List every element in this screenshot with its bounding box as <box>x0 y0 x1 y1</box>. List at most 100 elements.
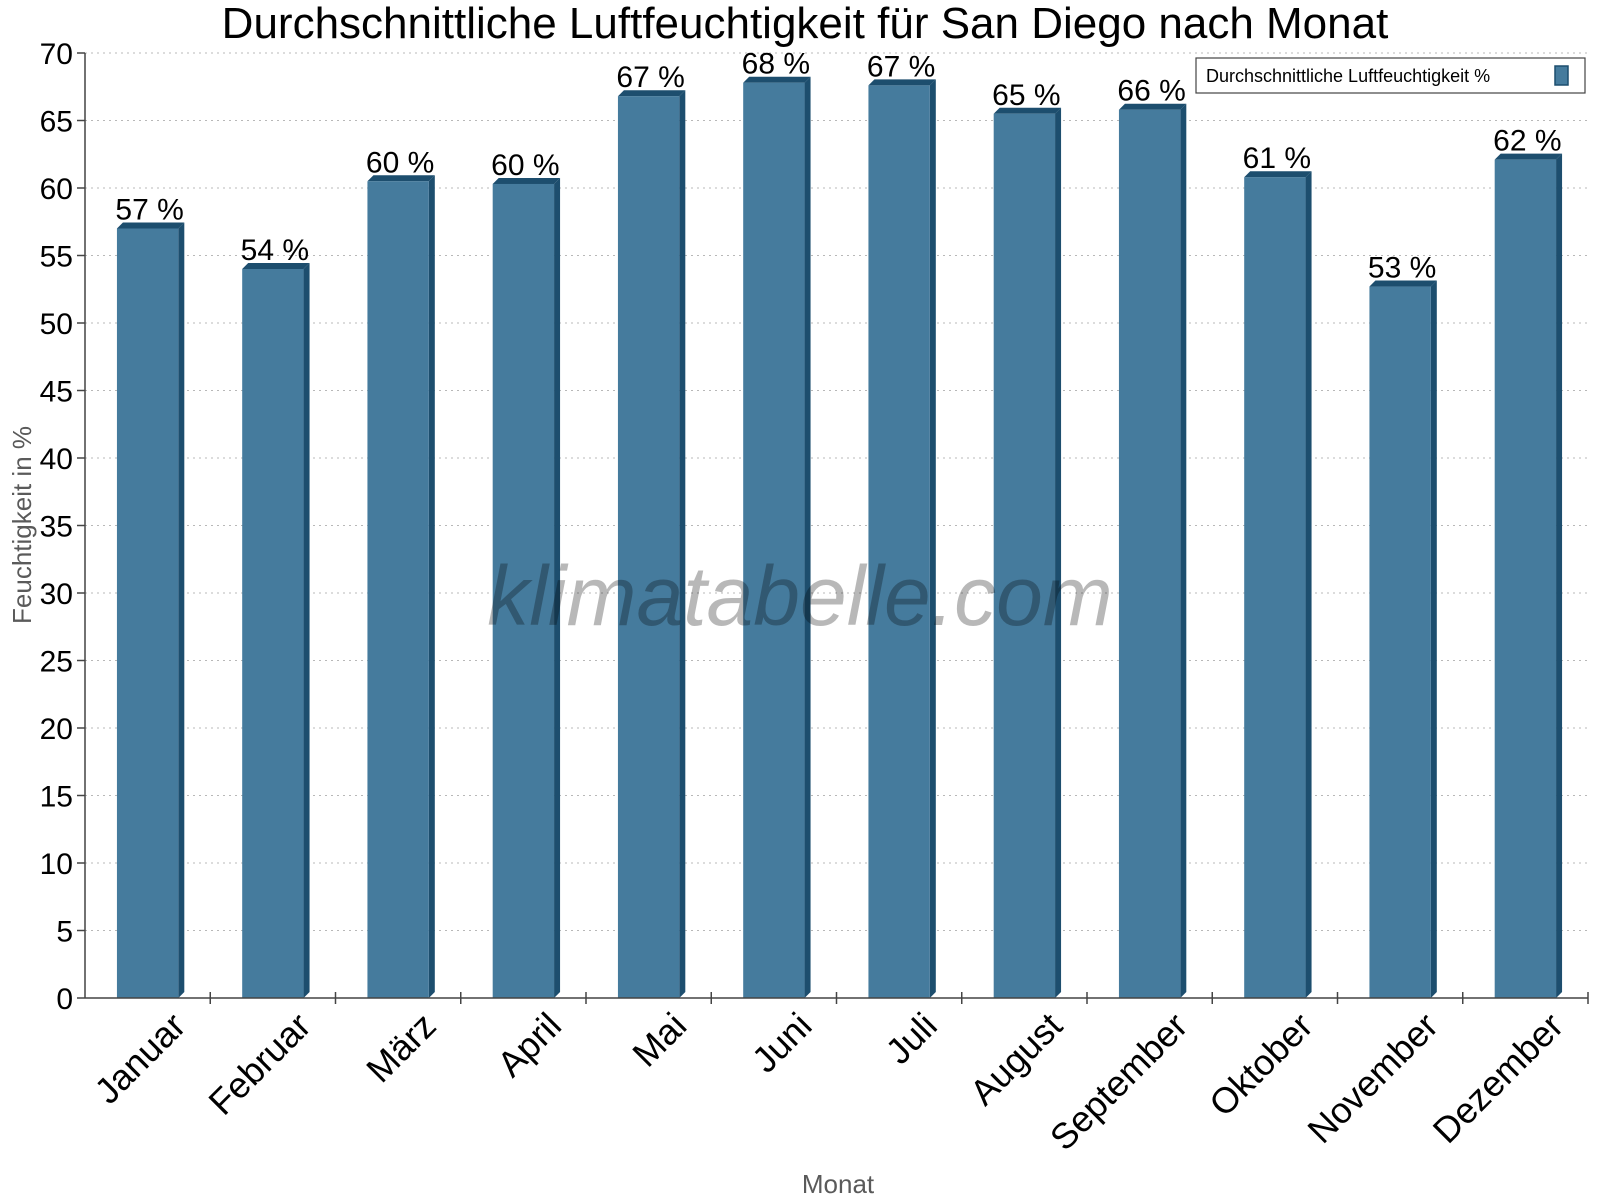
y-tick-label: 45 <box>40 376 73 409</box>
y-tick-label: 15 <box>40 781 73 814</box>
legend-label: Durchschnittliche Luftfeuchtigkeit % <box>1206 66 1490 86</box>
watermark: klimatabelle.com <box>487 549 1113 643</box>
bar-top <box>1494 153 1563 160</box>
y-tick-label: 20 <box>40 713 73 746</box>
bar-face <box>868 85 930 998</box>
bar-top <box>1244 171 1312 178</box>
bar-value-label: 66 % <box>1117 75 1185 108</box>
bar-top <box>492 177 561 184</box>
bar-side <box>428 175 435 998</box>
bar-value-label: 67 % <box>867 50 935 83</box>
y-tick-label: 0 <box>56 983 73 1016</box>
bar <box>1494 153 1563 998</box>
bar-value-label: 60 % <box>366 146 434 179</box>
y-tick-label: 30 <box>40 578 73 611</box>
bar-face <box>1244 177 1306 998</box>
bar-face <box>993 113 1056 998</box>
x-tick-label: April <box>489 1005 569 1085</box>
legend-box <box>1195 57 1586 94</box>
bar <box>743 76 811 998</box>
bar <box>617 90 686 998</box>
bar-value-label: 61 % <box>1243 142 1311 175</box>
bar-side <box>303 263 310 998</box>
y-axis-ticks: 0 5 10 15 20 25 30 35 40 45 50 55 60 65 70 <box>40 38 85 1016</box>
y-tick-label: 50 <box>40 308 73 341</box>
legend-swatch <box>1554 65 1569 86</box>
bar-value-label: 62 % <box>1493 125 1561 158</box>
bar-value-label: 68 % <box>742 48 810 81</box>
bar-value-labels: 57 % 54 % 60 % 60 % 67 % 68 % 67 % 65 % 66 % 61 %… <box>115 48 1561 285</box>
bar-top <box>1118 103 1187 110</box>
x-tick-label: März <box>358 1005 444 1091</box>
bar <box>993 107 1062 998</box>
bar-face <box>743 82 805 998</box>
bar-side <box>554 177 561 998</box>
bar-value-label: 57 % <box>115 194 183 227</box>
bar-face <box>367 181 429 998</box>
bar <box>116 222 185 998</box>
bar-side <box>178 222 185 998</box>
x-tick-label: Dezember <box>1425 1005 1571 1151</box>
bar-side <box>1305 171 1312 998</box>
bar <box>492 177 561 998</box>
x-tick-label: Februar <box>200 1005 318 1123</box>
bar <box>1244 171 1312 998</box>
chart-title: Durchschnittliche Luftfeuchtigkeit für S… <box>222 0 1389 48</box>
y-axis-label: Feuchtigkeit in % <box>7 426 37 624</box>
x-tick-label: Juni <box>744 1005 820 1081</box>
bar-top <box>617 90 686 97</box>
bar-side <box>1055 107 1062 998</box>
bar-top <box>743 76 811 83</box>
x-tick-label: November <box>1299 1005 1445 1151</box>
x-axis-ticks: Januar Februar März April Mai Juni Juli AugustS… <box>86 992 1589 1159</box>
x-tick-label: Januar <box>86 1005 193 1112</box>
bar-side <box>929 79 936 998</box>
x-axis-label: Monat <box>802 1169 875 1199</box>
bar-top <box>993 107 1062 114</box>
bar-side <box>1180 103 1187 998</box>
bar <box>1369 280 1437 998</box>
bar-top <box>242 263 310 269</box>
bar-value-label: 67 % <box>616 61 684 94</box>
bar-side <box>679 90 686 998</box>
bar-value-label: 65 % <box>992 79 1060 112</box>
y-tick-label: 55 <box>40 241 73 274</box>
bar-value-label: 60 % <box>491 149 559 182</box>
x-tick-label: August <box>962 1005 1070 1113</box>
bar-side <box>1430 280 1437 998</box>
x-tick-label: Oktober <box>1201 1005 1321 1125</box>
bar <box>367 175 435 998</box>
grid-lines <box>85 52 1588 931</box>
x-tick-label: Mai <box>624 1005 694 1075</box>
bar-face <box>1369 286 1431 998</box>
y-tick-label: 5 <box>56 916 73 949</box>
bar-value-label: 53 % <box>1368 252 1436 285</box>
bar-top <box>1369 280 1437 287</box>
y-tick-label: 70 <box>40 38 73 71</box>
bar-top <box>868 79 936 86</box>
bar-face <box>1494 159 1557 998</box>
bar-face <box>492 183 555 998</box>
bar-side <box>804 76 811 998</box>
legend: Durchschnittliche Luftfeuchtigkeit % <box>1195 57 1586 94</box>
bar-face <box>242 269 304 998</box>
x-tick-label: September <box>1042 1005 1196 1159</box>
bar-face <box>617 96 680 998</box>
bar-face <box>116 228 179 998</box>
bar-side <box>1556 153 1563 998</box>
bars <box>116 76 1563 998</box>
y-tick-label: 65 <box>40 106 73 139</box>
y-tick-label: 10 <box>40 848 73 881</box>
bar <box>242 263 310 998</box>
y-tick-label: 35 <box>40 511 73 544</box>
x-tick-label: Juli <box>878 1005 945 1072</box>
y-tick-label: 60 <box>40 173 73 206</box>
bar-top <box>116 222 185 229</box>
bar-top <box>367 175 435 182</box>
y-tick-label: 25 <box>40 646 73 679</box>
bar <box>1118 103 1187 998</box>
bar-value-label: 54 % <box>241 234 309 267</box>
bar <box>868 79 936 998</box>
y-tick-label: 40 <box>40 443 73 476</box>
